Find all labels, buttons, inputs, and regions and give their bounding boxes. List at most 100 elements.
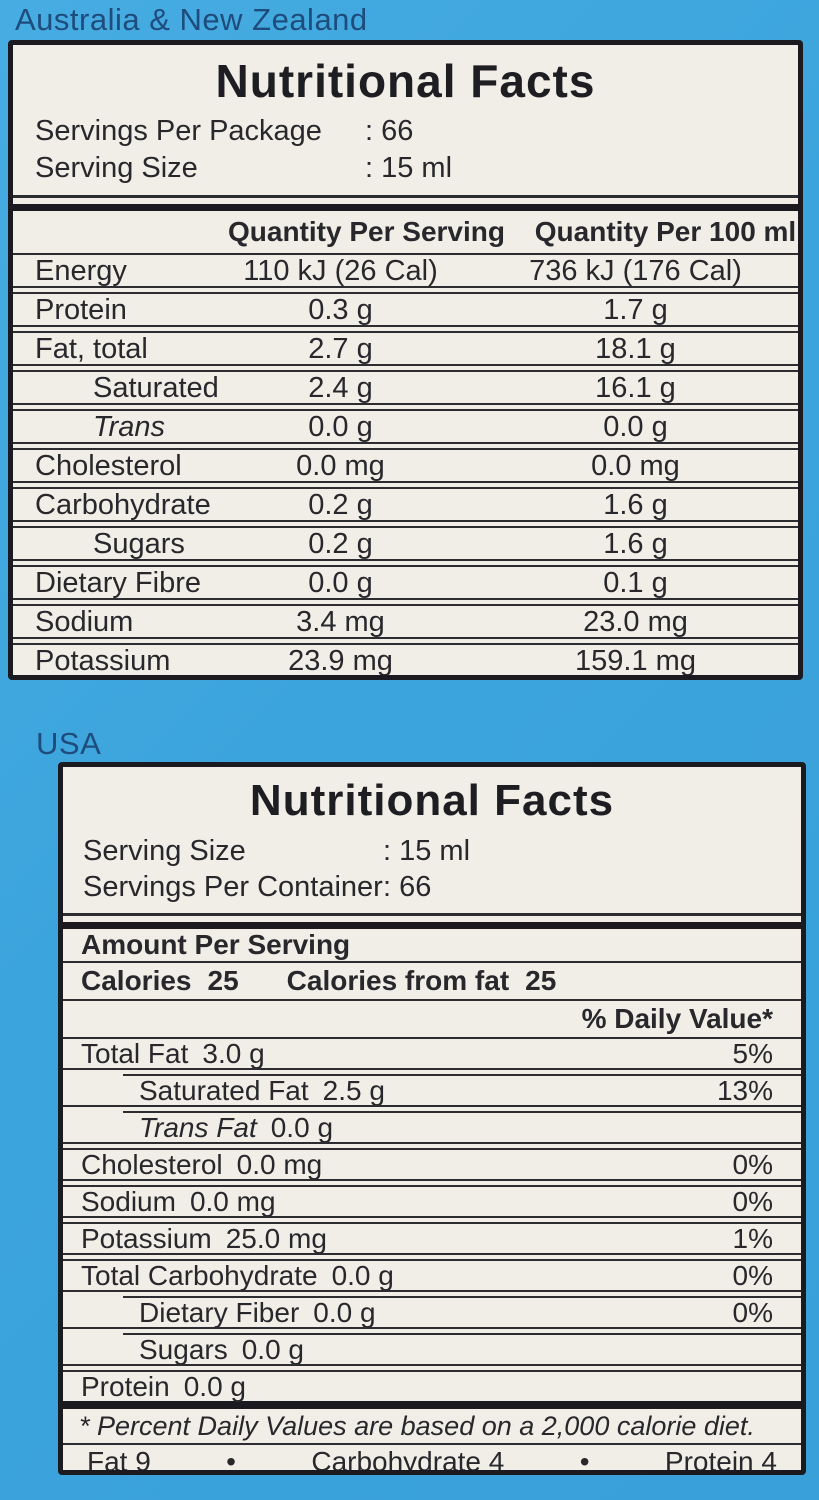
nutrient-amount: 0.0 g bbox=[331, 1259, 394, 1291]
row-cholesterol: Cholesterol 0.0 mg 0% bbox=[63, 1148, 801, 1180]
usa-serving-size: Serving Size : 15 ml bbox=[63, 833, 801, 869]
daily-value-footnote: * Percent Daily Values are based on a 2,… bbox=[63, 1409, 801, 1443]
anz-table-header-row: Quantity Per Serving Quantity Per 100 ml bbox=[13, 211, 798, 253]
divider bbox=[13, 364, 798, 372]
row-per-serving: 2.4 g bbox=[308, 372, 373, 404]
table-row-sugars: Sugars 0.2 g 1.6 g bbox=[13, 528, 798, 560]
usa-panel-title: Nutritional Facts bbox=[249, 776, 615, 825]
row-label: Dietary Fibre bbox=[35, 567, 201, 599]
footnote-text: * Percent Daily Values are based on a 2,… bbox=[79, 1410, 755, 1441]
divider bbox=[13, 286, 798, 294]
anz-serving-size-label: Serving Size bbox=[35, 152, 198, 184]
nutrient-name: Cholesterol bbox=[81, 1148, 223, 1180]
anz-nutrition-panel: Nutritional Facts Servings Per Package :… bbox=[8, 40, 803, 680]
conversion-carbohydrate: Carbohydrate 4 bbox=[311, 1445, 505, 1475]
table-row-cholesterol: Cholesterol 0.0 mg 0.0 mg bbox=[13, 450, 798, 482]
row-per-serving: 0.0 mg bbox=[296, 450, 385, 482]
nutrient-amount: 0.0 mg bbox=[236, 1148, 323, 1180]
row-label: Saturated bbox=[93, 372, 219, 404]
row-per-100ml: 736 kJ (176 Cal) bbox=[529, 255, 742, 287]
row-trans-fat: Trans Fat 0.0 g bbox=[63, 1111, 801, 1143]
nutrient-name: Sodium bbox=[81, 1185, 176, 1217]
nutrient-name: Trans Fat bbox=[139, 1111, 257, 1143]
row-per-100ml: 0.0 g bbox=[603, 411, 668, 443]
nutrient-name: Total Fat bbox=[81, 1037, 189, 1069]
row-per-serving: 110 kJ (26 Cal) bbox=[243, 255, 438, 287]
anz-serving-size: Serving Size : 15 ml bbox=[13, 150, 798, 187]
divider bbox=[63, 1037, 801, 1039]
table-row-saturated: Saturated 2.4 g 16.1 g bbox=[13, 372, 798, 404]
table-row-sodium: Sodium 3.4 mg 23.0 mg bbox=[13, 606, 798, 638]
row-per-serving: 0.3 g bbox=[308, 294, 373, 326]
row-sodium: Sodium 0.0 mg 0% bbox=[63, 1185, 801, 1217]
row-label: Sodium bbox=[35, 606, 134, 638]
divider bbox=[63, 1364, 801, 1372]
row-label: Protein bbox=[35, 294, 127, 326]
bullet-icon: • bbox=[226, 1445, 236, 1475]
row-per-serving: 0.2 g bbox=[308, 489, 373, 521]
row-label: Fat, total bbox=[35, 333, 148, 365]
row-per-serving: 23.9 mg bbox=[288, 645, 393, 677]
nutrient-amount: 0.0 g bbox=[241, 1333, 304, 1365]
row-per-100ml: 23.0 mg bbox=[583, 606, 688, 638]
region-label-anz: Australia & New Zealand bbox=[15, 2, 368, 37]
nutrient-name: Potassium bbox=[81, 1222, 212, 1254]
anz-column-per-serving: Quantity Per Serving bbox=[228, 216, 505, 247]
divider bbox=[13, 442, 798, 450]
nutrient-dv: 0% bbox=[732, 1185, 773, 1217]
divider bbox=[63, 1443, 801, 1445]
row-protein: Protein 0.0 g bbox=[63, 1370, 801, 1402]
region-label-usa: USA bbox=[36, 726, 102, 761]
table-row-protein: Protein 0.3 g 1.7 g bbox=[13, 294, 798, 326]
divider bbox=[13, 403, 798, 411]
anz-servings-per-package: Servings Per Package : 66 bbox=[13, 113, 798, 150]
nutrient-name: Sugars bbox=[139, 1333, 228, 1365]
divider bbox=[13, 559, 798, 567]
row-per-100ml: 1.7 g bbox=[603, 294, 668, 326]
footnote-divider bbox=[63, 1401, 801, 1409]
nutrient-amount: 0.0 mg bbox=[189, 1185, 276, 1217]
anz-servings-per-package-value: : 66 bbox=[365, 115, 414, 147]
nutrient-name: Saturated Fat bbox=[139, 1074, 309, 1106]
row-per-100ml: 16.1 g bbox=[595, 372, 676, 404]
calories-from-fat-value: 25 bbox=[525, 965, 557, 996]
bullet-icon: • bbox=[579, 1445, 590, 1475]
row-per-100ml: 0.1 g bbox=[603, 567, 668, 599]
row-per-100ml: 18.1 g bbox=[595, 333, 676, 365]
row-total-fat: Total Fat 3.0 g 5% bbox=[63, 1037, 801, 1069]
conversion-protein: Protein 4 bbox=[664, 1445, 777, 1475]
nutrient-amount: 0.0 g bbox=[183, 1370, 246, 1402]
nutrient-dv: 13% bbox=[716, 1074, 773, 1106]
row-per-100ml: 1.6 g bbox=[603, 489, 668, 521]
conversion-fat: Fat 9 bbox=[87, 1445, 151, 1475]
row-per-serving: 0.2 g bbox=[308, 528, 373, 560]
nutrient-amount: 0.0 g bbox=[270, 1111, 334, 1143]
row-saturated-fat: Saturated Fat 2.5 g 13% bbox=[63, 1074, 801, 1106]
nutrient-amount: 25.0 mg bbox=[225, 1222, 327, 1254]
nutrient-dv: 0% bbox=[732, 1296, 773, 1328]
daily-value-header-row: % Daily Value* bbox=[63, 1001, 801, 1037]
nutrient-amount: 2.5 g bbox=[322, 1074, 385, 1106]
row-total-carbohydrate: Total Carbohydrate 0.0 g 0% bbox=[63, 1259, 801, 1291]
row-potassium: Potassium 25.0 mg 1% bbox=[63, 1222, 801, 1254]
usa-servings-per-container-value: : 66 bbox=[383, 870, 432, 903]
usa-nutrition-panel: Nutritional Facts Serving Size : 15 ml S… bbox=[58, 762, 806, 1475]
row-label: Carbohydrate bbox=[35, 489, 211, 521]
table-row-trans: Trans 0.0 g 0.0 g bbox=[13, 411, 798, 443]
anz-header-divider bbox=[13, 195, 798, 211]
row-label: Energy bbox=[35, 255, 127, 287]
row-sugars: Sugars 0.0 g bbox=[63, 1333, 801, 1365]
row-per-100ml: 0.0 mg bbox=[591, 450, 680, 482]
row-per-100ml: 1.6 g bbox=[603, 528, 668, 560]
divider bbox=[13, 520, 798, 528]
anz-serving-size-value: : 15 ml bbox=[365, 152, 453, 184]
divider bbox=[13, 325, 798, 333]
usa-servings-per-container: Servings Per Container : 66 bbox=[63, 869, 801, 905]
divider bbox=[13, 637, 798, 645]
divider bbox=[63, 999, 801, 1001]
table-row-carbohydrate: Carbohydrate 0.2 g 1.6 g bbox=[13, 489, 798, 521]
row-label: Potassium bbox=[35, 645, 171, 677]
calorie-conversion-row: Fat 9 • Carbohydrate 4 • Protein 4 bbox=[63, 1445, 801, 1475]
amount-per-serving-label: Amount Per Serving bbox=[81, 929, 351, 960]
nutrient-name: Protein bbox=[81, 1370, 170, 1402]
